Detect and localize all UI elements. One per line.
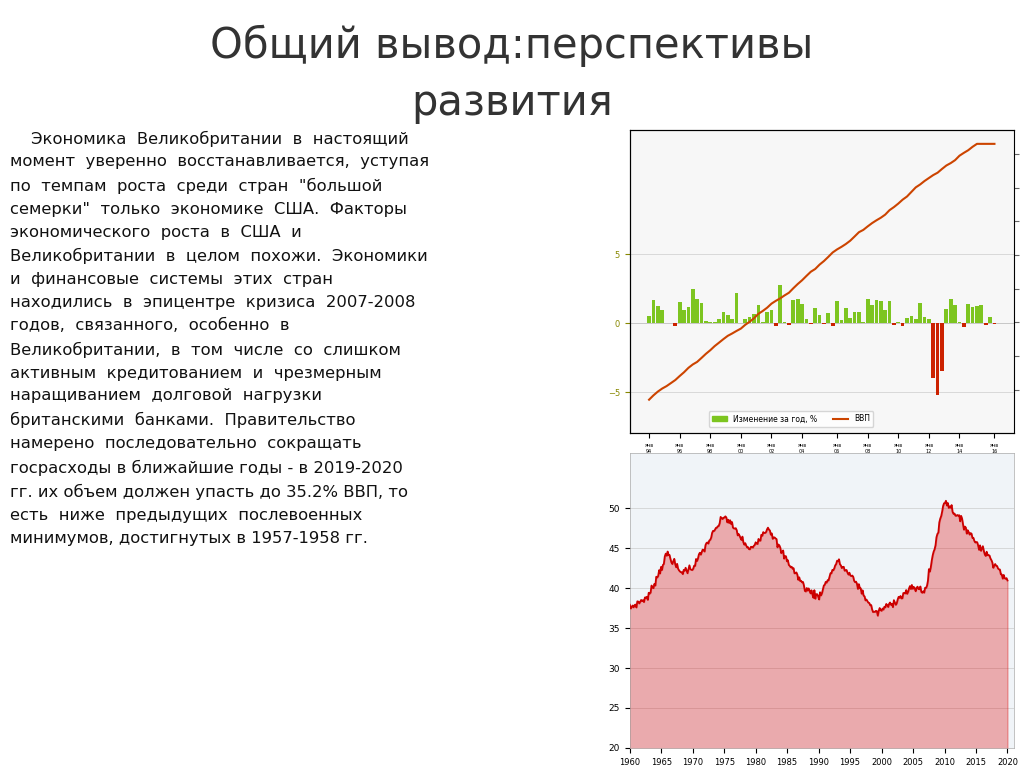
Bar [787, 323, 791, 325]
Bar [730, 319, 734, 323]
Bar [913, 320, 918, 323]
Bar [800, 304, 804, 323]
Bar [774, 323, 777, 326]
Bar [695, 299, 699, 323]
Bar [975, 306, 979, 323]
Bar [866, 299, 869, 323]
Bar [896, 321, 900, 323]
Bar [936, 323, 939, 395]
Bar [830, 323, 835, 326]
Bar [957, 321, 962, 323]
Bar [765, 312, 769, 323]
Bar [861, 322, 865, 323]
Bar [705, 321, 708, 323]
Bar [840, 320, 844, 323]
Bar [888, 301, 891, 323]
Bar [892, 323, 896, 324]
Bar [691, 288, 694, 323]
Text: Общий вывод:перспективы: Общий вывод:перспективы [210, 25, 814, 67]
Bar [944, 309, 948, 323]
Bar [678, 302, 682, 323]
Bar [962, 323, 966, 328]
Bar [905, 318, 909, 323]
Bar [656, 306, 659, 323]
Text: развития: развития [411, 83, 613, 124]
Bar [848, 318, 852, 323]
Bar [647, 317, 651, 323]
Bar [980, 305, 983, 323]
Bar [770, 310, 773, 323]
Bar [726, 314, 730, 323]
Bar [782, 322, 786, 323]
Bar [686, 307, 690, 323]
Bar [757, 304, 760, 323]
Bar [722, 312, 725, 323]
Bar [992, 323, 996, 324]
Bar [967, 304, 970, 323]
Bar [778, 285, 782, 323]
Bar [836, 301, 839, 323]
Bar [879, 301, 883, 323]
Bar [844, 308, 848, 323]
Bar [909, 316, 913, 323]
Bar [940, 323, 944, 371]
Bar [884, 310, 887, 323]
Bar [857, 311, 861, 323]
Text: Экономика  Великобритании  в  настоящий
момент  уверенно  восстанавливается,  ус: Экономика Великобритании в настоящий мом… [10, 130, 429, 546]
Bar [809, 323, 813, 324]
Bar [923, 317, 927, 323]
Bar [853, 312, 856, 323]
Bar [953, 305, 957, 323]
Bar [699, 303, 703, 323]
Bar [949, 299, 952, 323]
Bar [717, 318, 721, 323]
Bar [919, 304, 922, 323]
Bar [682, 310, 686, 323]
Bar [901, 323, 904, 326]
Bar [874, 300, 879, 323]
Bar [927, 319, 931, 323]
Bar [984, 323, 987, 325]
Bar [813, 308, 817, 323]
Bar [674, 323, 677, 326]
Bar [734, 293, 738, 323]
Bar [748, 317, 752, 323]
Legend: Изменение за год, %, ВВП: Изменение за год, %, ВВП [709, 411, 873, 426]
Bar [651, 300, 655, 323]
Bar [743, 319, 748, 323]
Bar [971, 307, 975, 323]
Bar [796, 299, 800, 323]
Bar [818, 314, 821, 323]
Bar [660, 310, 664, 323]
Bar [932, 323, 935, 378]
Bar [753, 314, 756, 323]
Bar [761, 321, 765, 323]
Bar [709, 322, 712, 323]
Bar [870, 305, 873, 323]
Bar [805, 318, 808, 323]
Bar [826, 313, 830, 323]
Bar [792, 300, 796, 323]
Bar [988, 317, 992, 323]
Bar [713, 322, 717, 323]
